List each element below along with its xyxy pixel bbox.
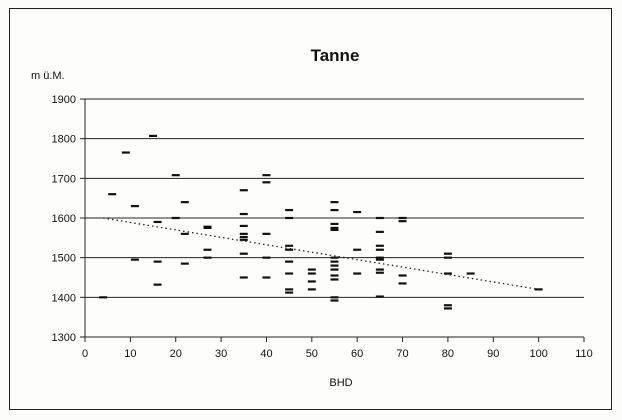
trendline-path <box>103 217 539 291</box>
x-tick-label: 90 <box>487 348 499 360</box>
y-tick-label: 1500 <box>52 253 76 265</box>
chart-title: Tanne <box>311 46 360 65</box>
x-tick-label: 70 <box>396 348 408 360</box>
x-tick-label: 40 <box>260 348 272 360</box>
x-tick-label: 60 <box>351 348 363 360</box>
axes <box>80 98 585 342</box>
x-tick-label: 20 <box>170 348 182 360</box>
y-tick-label: 1700 <box>52 173 76 185</box>
x-tick-labels: 0 10 20 30 40 50 60 70 80 90 100 110 <box>82 348 593 360</box>
y-tick-label: 1800 <box>52 134 76 146</box>
y-tick-label: 1600 <box>52 213 76 225</box>
y-tick-labels: 1300 1400 1500 1600 1700 1800 1900 <box>52 94 76 344</box>
data-points <box>99 134 543 310</box>
x-tick-label: 0 <box>82 348 88 360</box>
x-tick-label: 100 <box>529 348 547 360</box>
x-axis-label: BHD <box>329 377 352 389</box>
chart-frame <box>9 8 612 410</box>
trendline <box>103 217 539 291</box>
y-tick-label: 1300 <box>52 332 76 344</box>
y-tick-label: 1400 <box>52 292 76 304</box>
x-tick-label: 30 <box>215 348 227 360</box>
x-tick-label: 80 <box>442 348 454 360</box>
x-tick-label: 50 <box>306 348 318 360</box>
x-tick-label: 10 <box>124 348 136 360</box>
y-axis-label: m ü.M. <box>31 70 65 82</box>
x-tick-label: 110 <box>575 348 593 360</box>
gridlines <box>85 98 584 298</box>
y-tick-label: 1900 <box>52 94 76 106</box>
